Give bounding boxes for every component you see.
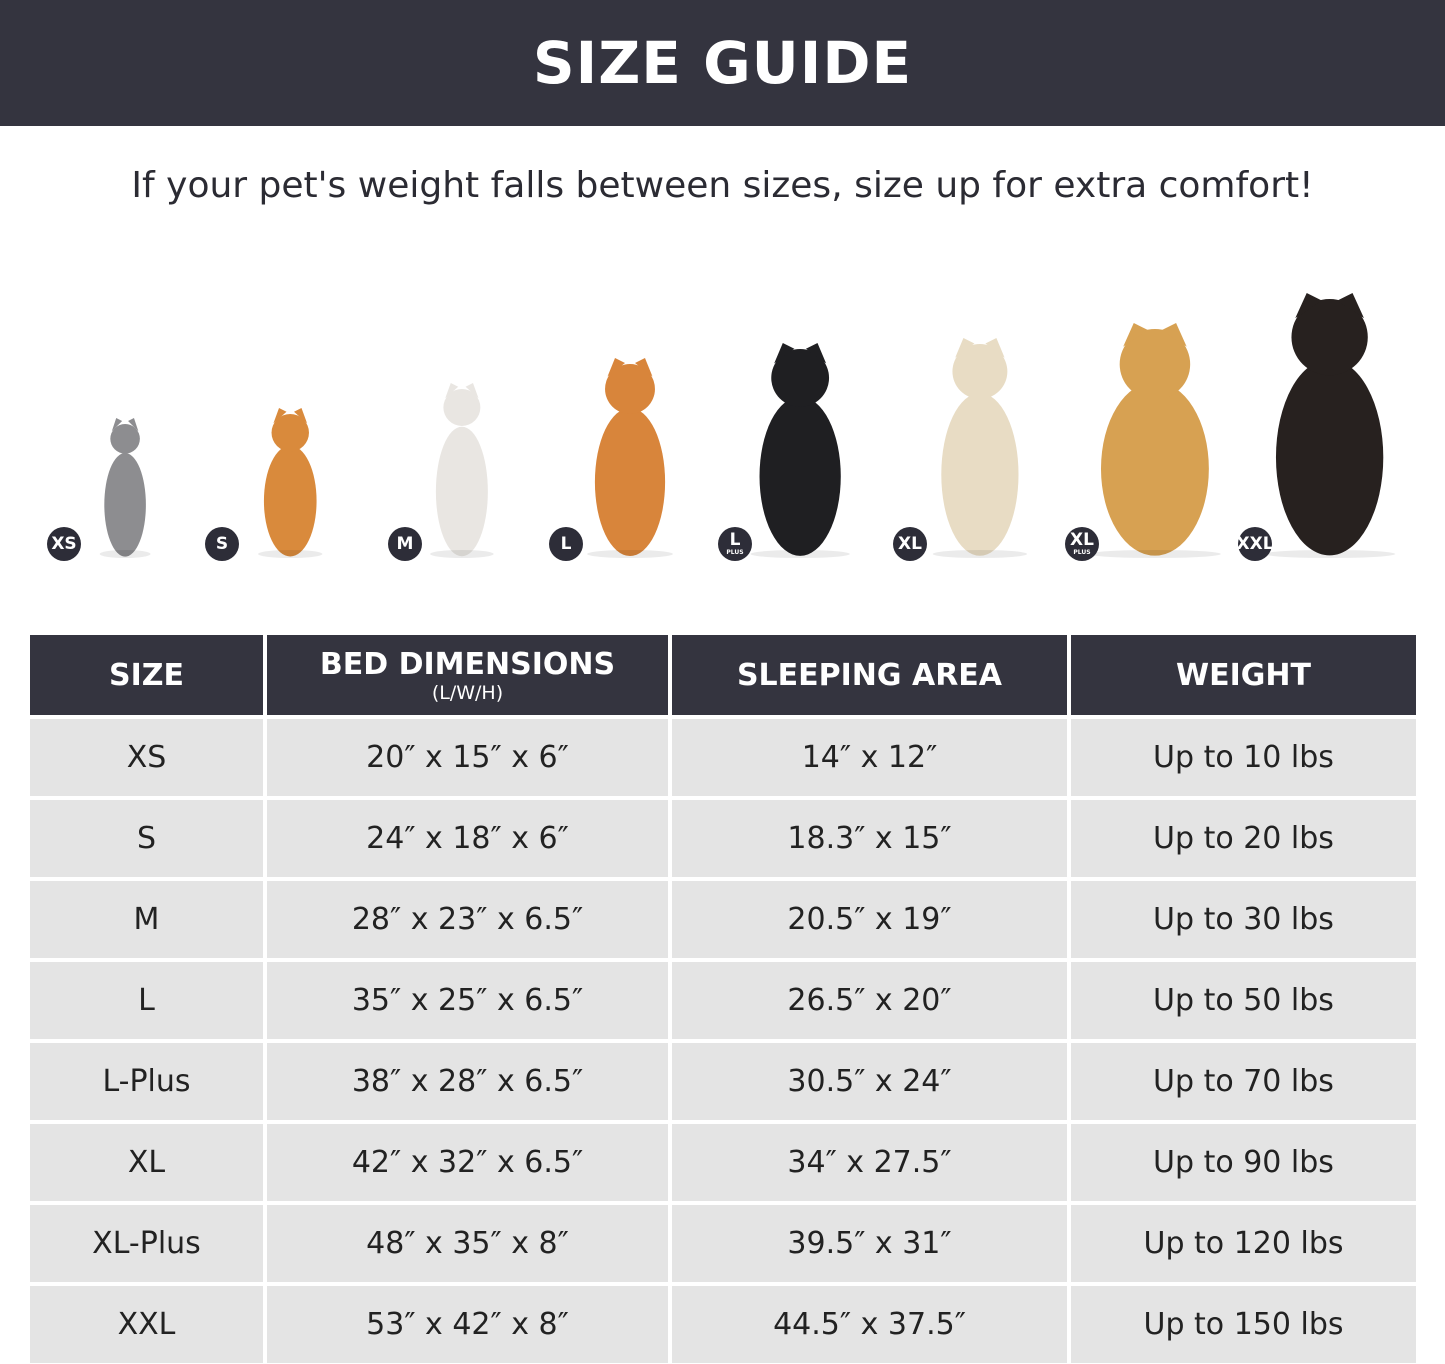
cell-sleeping-area: 20.5″ x 19″	[668, 877, 1069, 960]
cell-size: L-Plus	[30, 1039, 265, 1122]
cell-sleeping-area: 44.5″ x 37.5″	[668, 1282, 1069, 1363]
table-row: XXL 53″ x 42″ x 8″ 44.5″ x 37.5″ Up to 150 …	[30, 1282, 1416, 1363]
pet-lineup: XS S M L L PLUS XL XL PLUS XXL	[0, 290, 1445, 580]
cell-bed-dimensions: 35″ x 25″ x 6.5″	[263, 958, 670, 1041]
badge-label: S	[215, 533, 229, 554]
table-row: XL-Plus 48″ x 35″ x 8″ 39.5″ x 31″ Up to 12…	[30, 1201, 1416, 1284]
cell-bed-dimensions: 53″ x 42″ x 8″	[263, 1282, 670, 1363]
badge-plus-label: PLUS	[1073, 549, 1091, 556]
cell-bed-dimensions: 20″ x 15″ x 6″	[263, 715, 670, 798]
cell-size: M	[30, 877, 265, 960]
cell-bed-dimensions: 24″ x 18″ x 6″	[263, 796, 670, 879]
cell-bed-dimensions: 42″ x 32″ x 6.5″	[263, 1120, 670, 1203]
cell-weight: Up to 150 lbs	[1067, 1282, 1416, 1363]
badge-label: XL	[898, 533, 922, 554]
column-header-sleeping-area: SLEEPING AREA	[668, 635, 1069, 717]
cell-sleeping-area: 30.5″ x 24″	[668, 1039, 1069, 1122]
cell-size: XL-Plus	[30, 1201, 265, 1284]
badge-label: XS	[51, 533, 77, 554]
badge-label: L	[560, 533, 572, 554]
labrador-image	[932, 338, 1028, 558]
table-row: S 24″ x 18″ x 6″ 18.3″ x 15″ Up to 20 lbs	[30, 796, 1416, 879]
column-header-weight: WEIGHT	[1067, 635, 1416, 717]
badge-label: M	[396, 533, 414, 554]
cell-sleeping-area: 39.5″ x 31″	[668, 1201, 1069, 1284]
badge-label: L	[729, 530, 741, 550]
shiba-inu-image	[587, 358, 673, 558]
size-badge-l-plus: L PLUS	[718, 527, 752, 561]
cell-sleeping-area: 34″ x 27.5″	[668, 1120, 1069, 1203]
header-sublabel: (L/W/H)	[431, 681, 504, 704]
cell-sleeping-area: 18.3″ x 15″	[668, 796, 1069, 879]
cell-size: L	[30, 958, 265, 1041]
badge-label: XL	[1070, 530, 1094, 550]
column-header-bed-dimensions: BED DIMENSIONS (L/W/H)	[263, 635, 670, 717]
table-row: XL 42″ x 32″ x 6.5″ 34″ x 27.5″ Up to 90 lb…	[30, 1120, 1416, 1203]
badge-plus-label: PLUS	[726, 549, 744, 556]
size-badge-s: S	[205, 527, 239, 561]
cell-size: S	[30, 796, 265, 879]
header-label: WEIGHT	[1176, 657, 1311, 693]
header-label: BED DIMENSIONS	[319, 646, 616, 682]
cell-bed-dimensions: 28″ x 23″ x 6.5″	[263, 877, 670, 960]
size-badge-l: L	[549, 527, 583, 561]
cell-weight: Up to 20 lbs	[1067, 796, 1416, 879]
table-header-row: SIZE BED DIMENSIONS (L/W/H) SLEEPING AREA WE…	[30, 635, 1416, 717]
size-table: SIZE BED DIMENSIONS (L/W/H) SLEEPING AREA WE…	[30, 635, 1416, 1363]
table-row: XS 20″ x 15″ x 6″ 14″ x 12″ Up to 10 lbs	[30, 715, 1416, 798]
cell-sleeping-area: 14″ x 12″	[668, 715, 1069, 798]
cell-bed-dimensions: 48″ x 35″ x 8″	[263, 1201, 670, 1284]
cell-size: XL	[30, 1120, 265, 1203]
header-label: SLEEPING AREA	[736, 657, 1003, 693]
cell-size: XS	[30, 715, 265, 798]
table-row: M 28″ x 23″ x 6.5″ 20.5″ x 19″ Up to 30 lbs	[30, 877, 1416, 960]
golden-retriever-image	[1089, 323, 1221, 558]
border-collie-image	[750, 343, 850, 558]
cell-weight: Up to 70 lbs	[1067, 1039, 1416, 1122]
cell-bed-dimensions: 38″ x 28″ x 6.5″	[263, 1039, 670, 1122]
cell-weight: Up to 30 lbs	[1067, 877, 1416, 960]
doberman-image	[1264, 293, 1396, 558]
size-badge-xl-plus: XL PLUS	[1065, 527, 1099, 561]
cell-weight: Up to 90 lbs	[1067, 1120, 1416, 1203]
pomeranian-image	[257, 408, 323, 558]
badge-label: XXL	[1236, 533, 1274, 554]
size-badge-xs: XS	[47, 527, 81, 561]
table-row: L-Plus 38″ x 28″ x 6.5″ 30.5″ x 24″ Up to 7…	[30, 1039, 1416, 1122]
cell-weight: Up to 10 lbs	[1067, 715, 1416, 798]
page-title: SIZE GUIDE	[532, 29, 913, 97]
subtitle: If your pet's weight falls between sizes…	[131, 165, 1314, 206]
french-bulldog-image	[430, 383, 494, 558]
size-badge-xxl: XXL	[1236, 527, 1274, 561]
cell-sleeping-area: 26.5″ x 20″	[668, 958, 1069, 1041]
cell-size: XXL	[30, 1282, 265, 1363]
title-banner: SIZE GUIDE	[0, 0, 1445, 126]
column-header-size: SIZE	[30, 635, 265, 717]
cell-weight: Up to 50 lbs	[1067, 958, 1416, 1041]
header-label: SIZE	[108, 657, 184, 693]
cell-weight: Up to 120 lbs	[1067, 1201, 1416, 1284]
cat-image	[99, 418, 151, 558]
size-badge-xl: XL	[893, 527, 927, 561]
size-badge-m: M	[388, 527, 422, 561]
table-row: L 35″ x 25″ x 6.5″ 26.5″ x 20″ Up to 50 lbs	[30, 958, 1416, 1041]
